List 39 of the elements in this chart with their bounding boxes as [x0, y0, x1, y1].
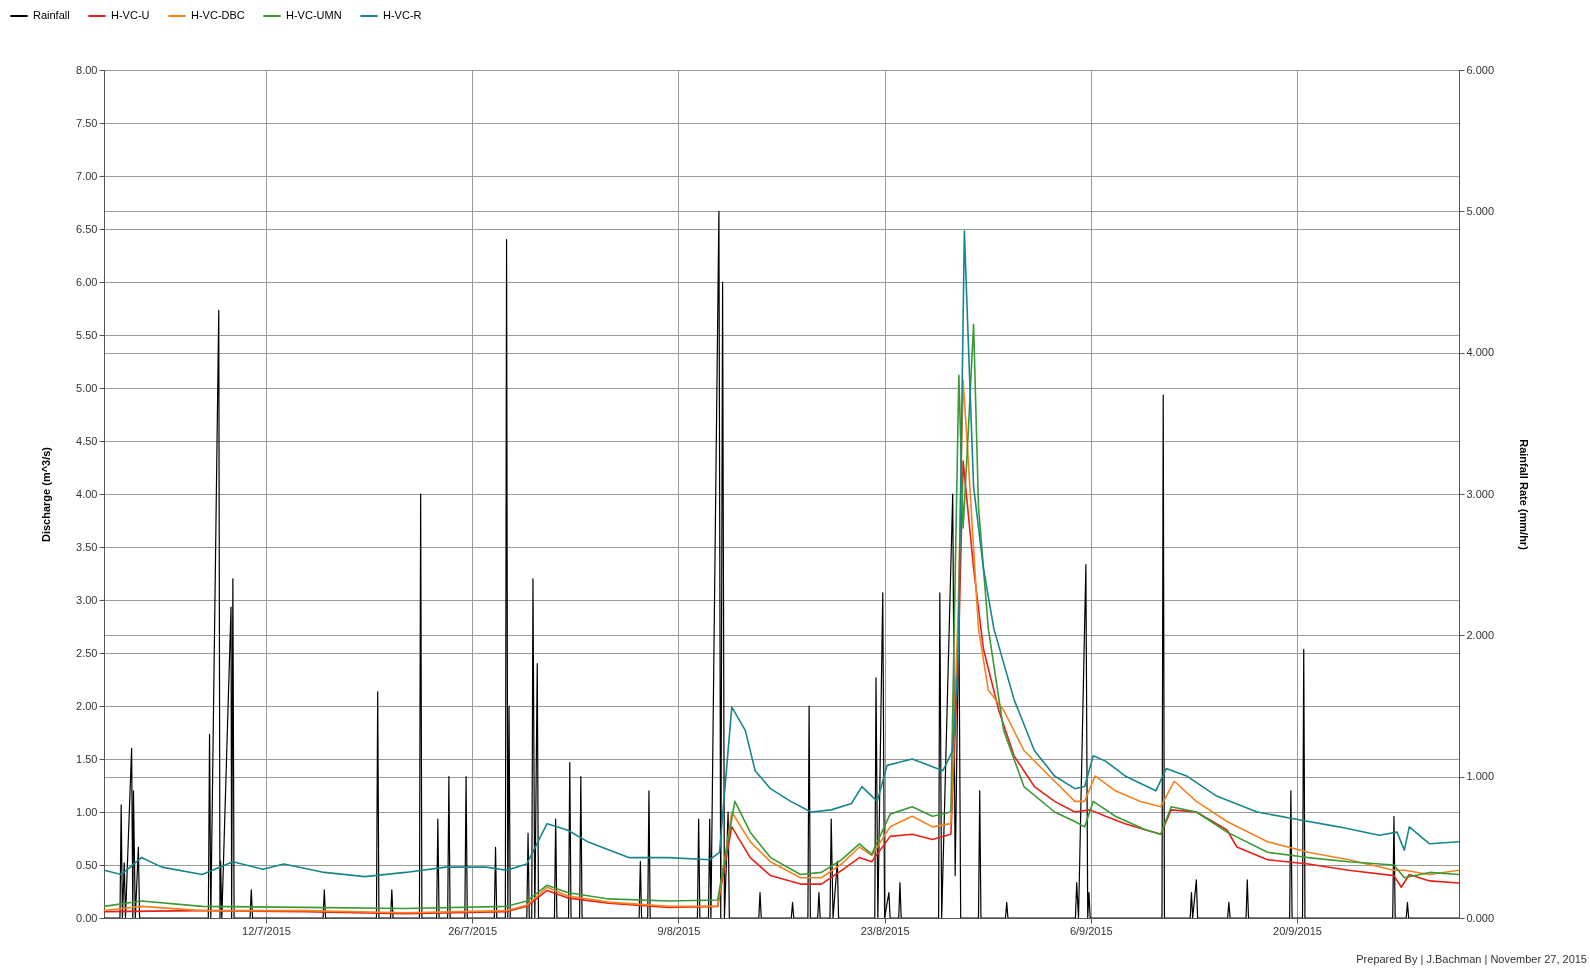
text: Prepared By | J.Bachman | November 27, 2015: [1356, 953, 1587, 965]
y-tick-label: 2.00: [76, 699, 98, 712]
x-tick-label: 12/7/2015: [242, 924, 291, 937]
legend-label: H-VC-UMN: [286, 9, 342, 21]
x-tick-label: 23/8/2015: [860, 924, 910, 937]
y-tick-label: 8.00: [76, 63, 98, 76]
legend-label: Rainfall: [33, 9, 70, 21]
y-axis-title: Discharge (m^3/s): [40, 446, 53, 543]
y2-tick-label: 3.000: [1466, 487, 1495, 500]
y-tick-label: 1.00: [76, 805, 98, 818]
y-tick-label: 3.00: [76, 593, 98, 606]
y2-tick-label: 0.000: [1466, 911, 1495, 924]
y-tick-label: 3.50: [76, 540, 98, 553]
y2-axis-title: Rainfall Rate (mm/hr): [1518, 439, 1531, 551]
y-tick-label: 7.50: [76, 116, 98, 129]
legend-label: H-VC-R: [383, 9, 422, 21]
x-tick-label: 6/9/2015: [1069, 924, 1113, 937]
y-tick-label: 5.50: [76, 328, 98, 341]
y-tick-label: 1.50: [76, 752, 98, 765]
y-tick-label: 6.00: [76, 275, 98, 288]
y2-tick-label: 4.000: [1466, 346, 1495, 359]
x-tick-label: 20/9/2015: [1273, 924, 1322, 937]
y-tick-label: 0.00: [76, 911, 98, 924]
x-tick-label: 26/7/2015: [448, 924, 498, 937]
y-tick-label: 5.00: [76, 381, 98, 394]
legend-label: H-VC-U: [111, 9, 150, 21]
y-tick-label: 4.50: [76, 434, 98, 447]
y-tick-label: 4.00: [76, 487, 98, 500]
y-tick-label: 7.00: [76, 169, 98, 182]
y2-tick-label: 5.000: [1466, 204, 1495, 217]
y-tick-label: 6.50: [76, 222, 98, 235]
y2-tick-label: 2.000: [1466, 628, 1495, 641]
line-series: [104, 460, 1459, 915]
legend-label: H-VC-DBC: [191, 9, 245, 21]
y-tick-label: 2.50: [76, 646, 98, 659]
x-tick-label: 9/8/2015: [657, 924, 701, 937]
y-tick-label: 0.50: [76, 858, 98, 871]
y2-tick-label: 1.000: [1466, 770, 1495, 783]
y2-tick-label: 6.000: [1466, 63, 1495, 76]
